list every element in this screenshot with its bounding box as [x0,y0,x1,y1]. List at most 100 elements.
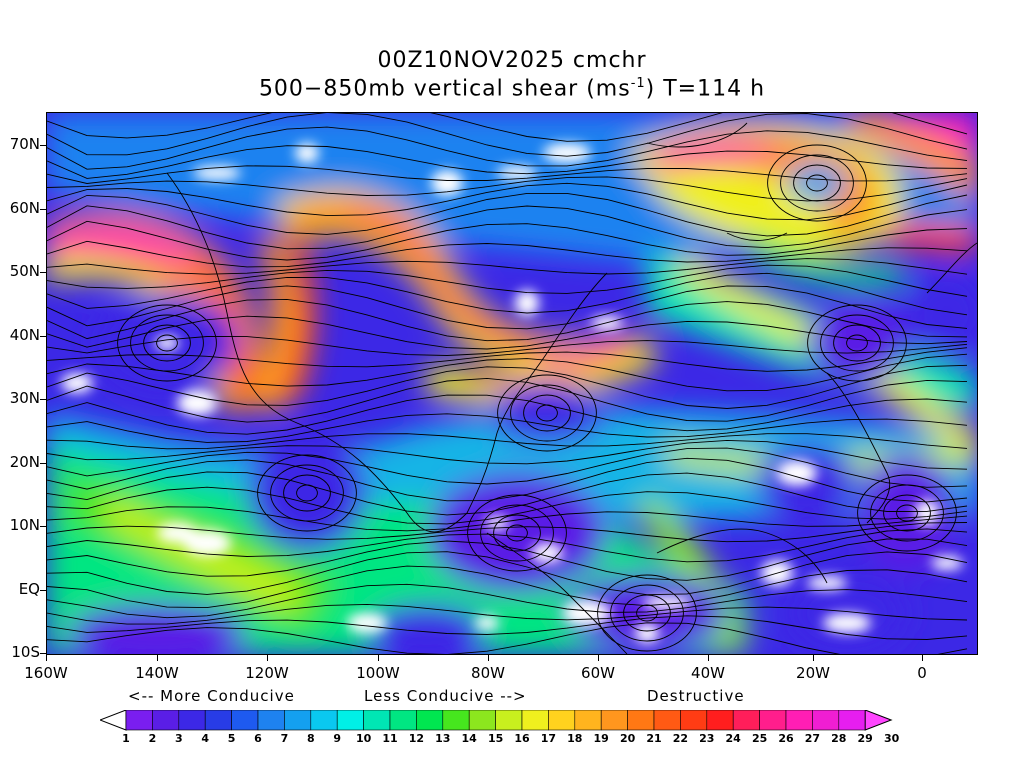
chart-title-line1: 00Z10NOV2025 cmchr [377,48,647,73]
colorbar-swatch [627,710,655,731]
y-axis-tick [40,209,46,210]
colorbar-swatch [600,710,628,731]
colorbar-swatch [178,710,206,731]
shear-map [46,112,978,655]
y-axis-label: 40N [9,326,40,344]
x-axis-tick [46,655,47,661]
colorbar-swatch [152,710,180,731]
colorbar-swatch [336,710,364,731]
colorbar-swatch [468,710,496,731]
x-axis-label: 120W [245,664,289,682]
colorbar-label: 11 [382,732,398,745]
colorbar-swatch [310,710,338,731]
colorbar-label: 15 [487,732,504,745]
x-axis-label: 0 [917,664,927,682]
colorbar-label: 26 [778,732,794,745]
colorbar-label: 29 [857,732,873,745]
x-axis-tick [488,655,489,661]
x-axis-label: 40W [691,664,725,682]
y-axis-label: 70N [9,135,40,153]
y-axis-tick [40,463,46,464]
x-axis-label: 60W [581,664,615,682]
x-axis-label: 140W [135,664,179,682]
x-axis-label: 160W [24,664,68,682]
colorbar-swatch [548,710,576,731]
y-axis-tick [40,526,46,527]
x-axis-tick [598,655,599,661]
colorbar-swatch [125,710,153,731]
x-axis-tick [813,655,814,661]
colorbar-swatch [257,710,285,731]
y-axis-tick [40,336,46,337]
x-axis-label: 100W [356,664,400,682]
colorbar-label: 25 [751,732,768,745]
colorbar-swatch [706,710,734,731]
colorbar-label: 5 [227,732,236,745]
colorbar-swatch [521,710,549,731]
colorbar-swatch [785,710,813,731]
less-conducive-note: Less Conducive --> [364,687,527,705]
colorbar-label: 22 [672,732,689,745]
colorbar-right-arrow [864,710,893,731]
colorbar-swatch [732,710,760,731]
y-axis-tick [40,272,46,273]
y-axis-label: 10S [11,643,40,661]
colorbar-swatch [389,710,417,731]
x-axis-tick [922,655,923,661]
y-axis-label: 30N [9,389,40,407]
colorbar-swatch [442,710,470,731]
x-axis-tick [267,655,268,661]
y-axis-tick [40,653,46,654]
destructive-note: Destructive [647,687,745,705]
y-axis-label: 60N [9,199,40,217]
y-axis-tick [40,590,46,591]
colorbar-swatch [416,710,444,731]
colorbar-left-arrow [100,710,127,731]
colorbar-label: 2 [148,732,157,745]
colorbar-swatch [284,710,312,731]
colorbar-swatch [838,710,866,731]
colorbar-label: 20 [619,732,636,745]
colorbar-label: 13 [435,732,451,745]
colorbar-swatch [495,710,523,731]
colorbar-label: 27 [804,732,821,745]
colorbar-label: 3 [174,732,183,745]
chart-title-line2: 500−850mb vertical shear (ms-1) T=114 h [258,76,766,102]
y-axis-tick [40,145,46,146]
colorbar [100,710,893,731]
colorbar-label: 16 [514,732,530,745]
colorbar-label: 23 [699,732,715,745]
x-axis-tick [708,655,709,661]
colorbar-label: 28 [831,732,847,745]
colorbar-label: 24 [725,732,741,745]
colorbar-swatch [680,710,708,731]
x-axis-label: 20W [796,664,830,682]
colorbar-label: 7 [280,732,289,745]
colorbar-label: 30 [883,732,900,745]
colorbar-label: 21 [646,732,662,745]
colorbar-label: 14 [461,732,477,745]
colorbar-label: 8 [306,732,315,745]
colorbar-label: 10 [355,732,372,745]
y-axis-tick [40,399,46,400]
colorbar-label: 4 [201,732,210,745]
colorbar-label: 17 [540,732,557,745]
colorbar-label: 18 [567,732,583,745]
colorbar-swatch [204,710,232,731]
y-axis-label: 10N [9,516,40,534]
more-conducive-note: <-- More Conducive [128,687,295,705]
colorbar-label: 9 [333,732,342,745]
colorbar-swatch [231,710,259,731]
colorbar-swatch [363,710,391,731]
y-axis-label: 20N [9,453,40,471]
y-axis-label: 50N [9,262,40,280]
colorbar-label: 19 [593,732,609,745]
colorbar-swatch [574,710,602,731]
colorbar-label: 6 [254,732,262,745]
x-axis-label: 80W [471,664,505,682]
colorbar-label: 12 [408,732,425,745]
colorbar-swatch [653,710,681,731]
colorbar-swatch [759,710,787,731]
y-axis-label: EQ [18,580,40,598]
colorbar-swatch [812,710,840,731]
